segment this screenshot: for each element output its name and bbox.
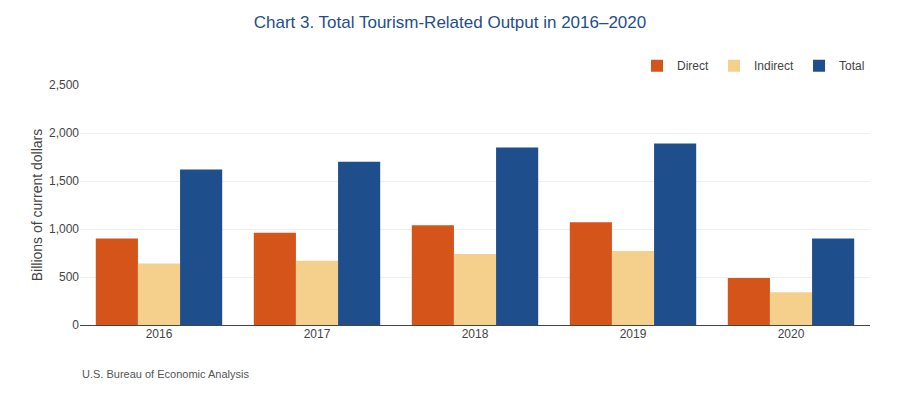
svg-text:Indirect: Indirect [754, 59, 794, 73]
svg-text:Direct: Direct [677, 59, 709, 73]
svg-text:2,000: 2,000 [49, 126, 79, 140]
svg-text:2,500: 2,500 [49, 78, 79, 92]
svg-text:2016: 2016 [146, 327, 173, 341]
svg-text:Total: Total [839, 59, 864, 73]
svg-text:2017: 2017 [304, 327, 331, 341]
svg-text:1,000: 1,000 [49, 222, 79, 236]
svg-text:0: 0 [72, 318, 79, 332]
svg-text:2020: 2020 [778, 327, 805, 341]
svg-text:2018: 2018 [462, 327, 489, 341]
svg-text:U.S. Bureau of Economic Analys: U.S. Bureau of Economic Analysis [82, 368, 249, 380]
svg-text:500: 500 [59, 270, 79, 284]
svg-text:Billions of current dollars: Billions of current dollars [29, 129, 45, 282]
svg-text:1,500: 1,500 [49, 174, 79, 188]
svg-text:2019: 2019 [620, 327, 647, 341]
svg-text:Chart 3. Total Tourism-Related: Chart 3. Total Tourism-Related Output in… [254, 13, 647, 32]
